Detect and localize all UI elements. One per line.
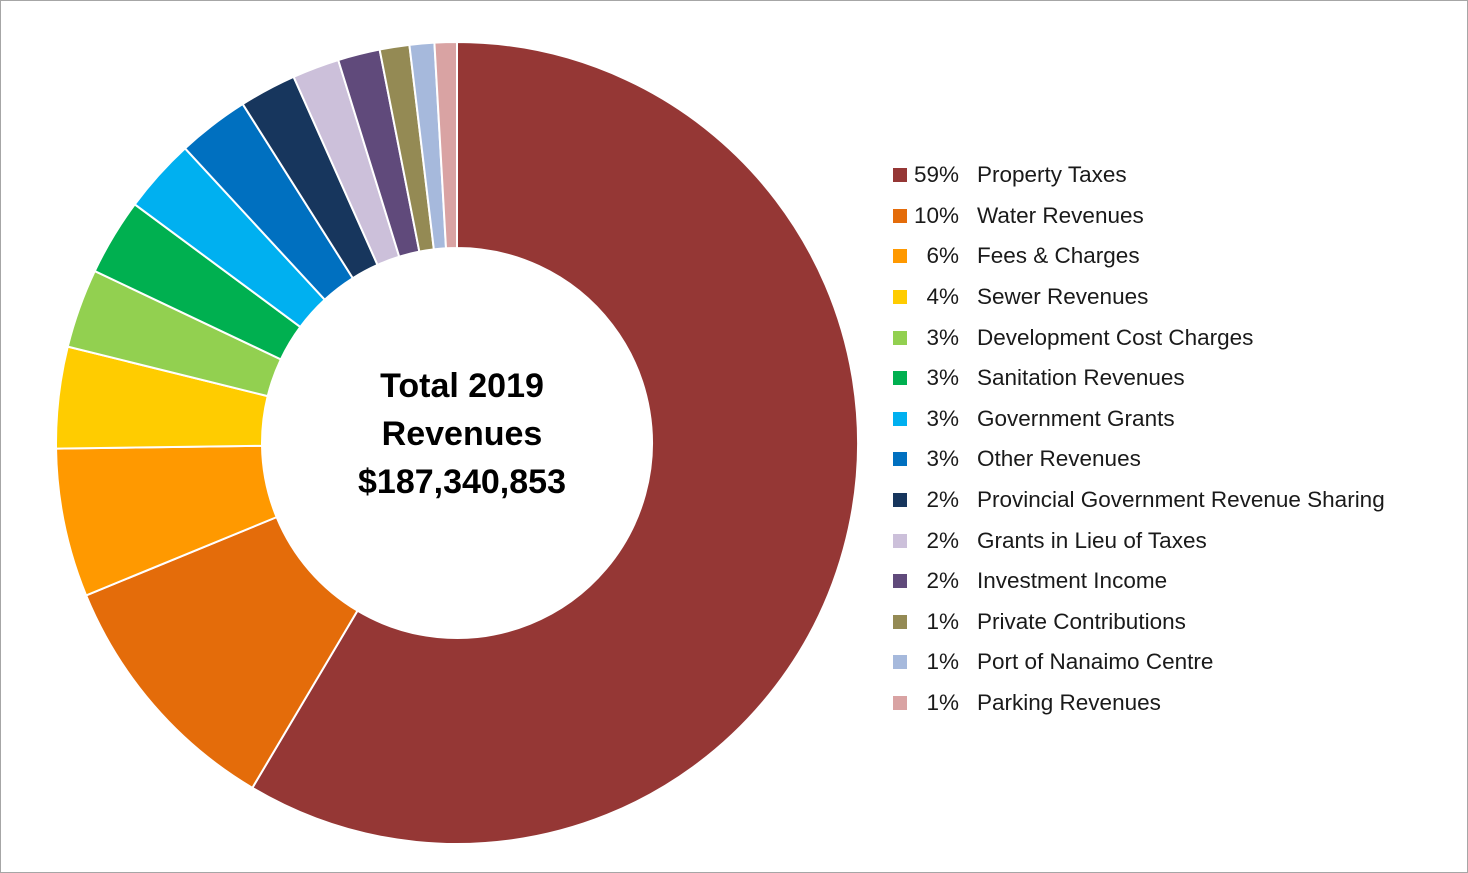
legend-percent: 3%	[926, 365, 959, 391]
legend-swatch	[893, 493, 907, 508]
legend-label: Private Contributions	[977, 608, 1186, 634]
legend-item: 1% Private Contributions	[893, 602, 1385, 643]
legend-swatch	[893, 208, 907, 223]
center-text-line-2: Revenues	[381, 415, 543, 453]
legend-percent: 59%	[913, 162, 959, 188]
legend-swatch	[893, 533, 907, 548]
legend-label: Sanitation Revenues	[977, 365, 1185, 391]
legend-item: 3% Government Grants	[893, 399, 1385, 440]
center-text-line-1: Total 2019	[380, 367, 544, 405]
legend: 59% Property Taxes 10% Water Revenues 6% Fees…	[893, 155, 1385, 723]
legend-swatch	[893, 655, 907, 670]
legend-label: Fees & Charges	[977, 243, 1140, 269]
legend-item: 2% Provincial Government Revenue Sharing	[893, 480, 1385, 521]
legend-item: 1% Parking Revenues	[893, 683, 1385, 724]
center-text-line-3: $187,340,853	[358, 463, 566, 501]
legend-item: 3% Other Revenues	[893, 439, 1385, 480]
legend-swatch	[893, 452, 907, 467]
legend-label: Provincial Government Revenue Sharing	[977, 487, 1385, 513]
legend-label: Grants in Lieu of Taxes	[977, 527, 1207, 553]
legend-label: Water Revenues	[977, 202, 1144, 228]
donut-slice	[433, 40, 458, 250]
legend-item: 2% Investment Income	[893, 561, 1385, 602]
legend-item: 2% Grants in Lieu of Taxes	[893, 520, 1385, 561]
legend-swatch	[893, 411, 907, 426]
legend-percent: 4%	[926, 284, 959, 310]
legend-percent: 1%	[926, 690, 959, 716]
legend-percent: 10%	[913, 202, 959, 228]
legend-label: Other Revenues	[977, 446, 1141, 472]
legend-swatch	[893, 290, 907, 305]
legend-label: Port of Nanaimo Centre	[977, 649, 1214, 675]
legend-percent: 6%	[926, 243, 959, 269]
legend-label: Property Taxes	[977, 162, 1127, 188]
legend-swatch	[893, 330, 907, 345]
legend-percent: 1%	[926, 649, 959, 675]
legend-percent: 2%	[926, 487, 959, 513]
legend-percent: 1%	[926, 608, 959, 634]
legend-swatch	[893, 249, 907, 264]
legend-swatch	[893, 696, 907, 711]
legend-label: Investment Income	[977, 568, 1168, 594]
legend-percent: 3%	[926, 446, 959, 472]
legend-item: 59% Property Taxes	[893, 155, 1385, 196]
legend-swatch	[893, 614, 907, 629]
legend-swatch	[893, 574, 907, 589]
legend-item: 6% Fees & Charges	[893, 236, 1385, 277]
legend-item: 4% Sewer Revenues	[893, 277, 1385, 318]
legend-item: 1% Port of Nanaimo Centre	[893, 642, 1385, 683]
legend-label: Development Cost Charges	[977, 324, 1254, 350]
legend-percent: 3%	[926, 324, 959, 350]
legend-item: 3% Sanitation Revenues	[893, 358, 1385, 399]
center-total-label: Total 2019 Revenues $187,340,853	[312, 362, 612, 506]
legend-swatch	[893, 371, 907, 386]
legend-swatch	[893, 168, 907, 183]
legend-label: Sewer Revenues	[977, 284, 1149, 310]
legend-label: Government Grants	[977, 405, 1175, 431]
legend-percent: 3%	[926, 405, 959, 431]
legend-item: 10% Water Revenues	[893, 196, 1385, 237]
legend-label: Parking Revenues	[977, 690, 1161, 716]
legend-percent: 2%	[926, 568, 959, 594]
legend-item: 3% Development Cost Charges	[893, 317, 1385, 358]
donut-slice	[84, 515, 359, 790]
donut-slice	[250, 40, 859, 845]
legend-percent: 2%	[926, 527, 959, 553]
